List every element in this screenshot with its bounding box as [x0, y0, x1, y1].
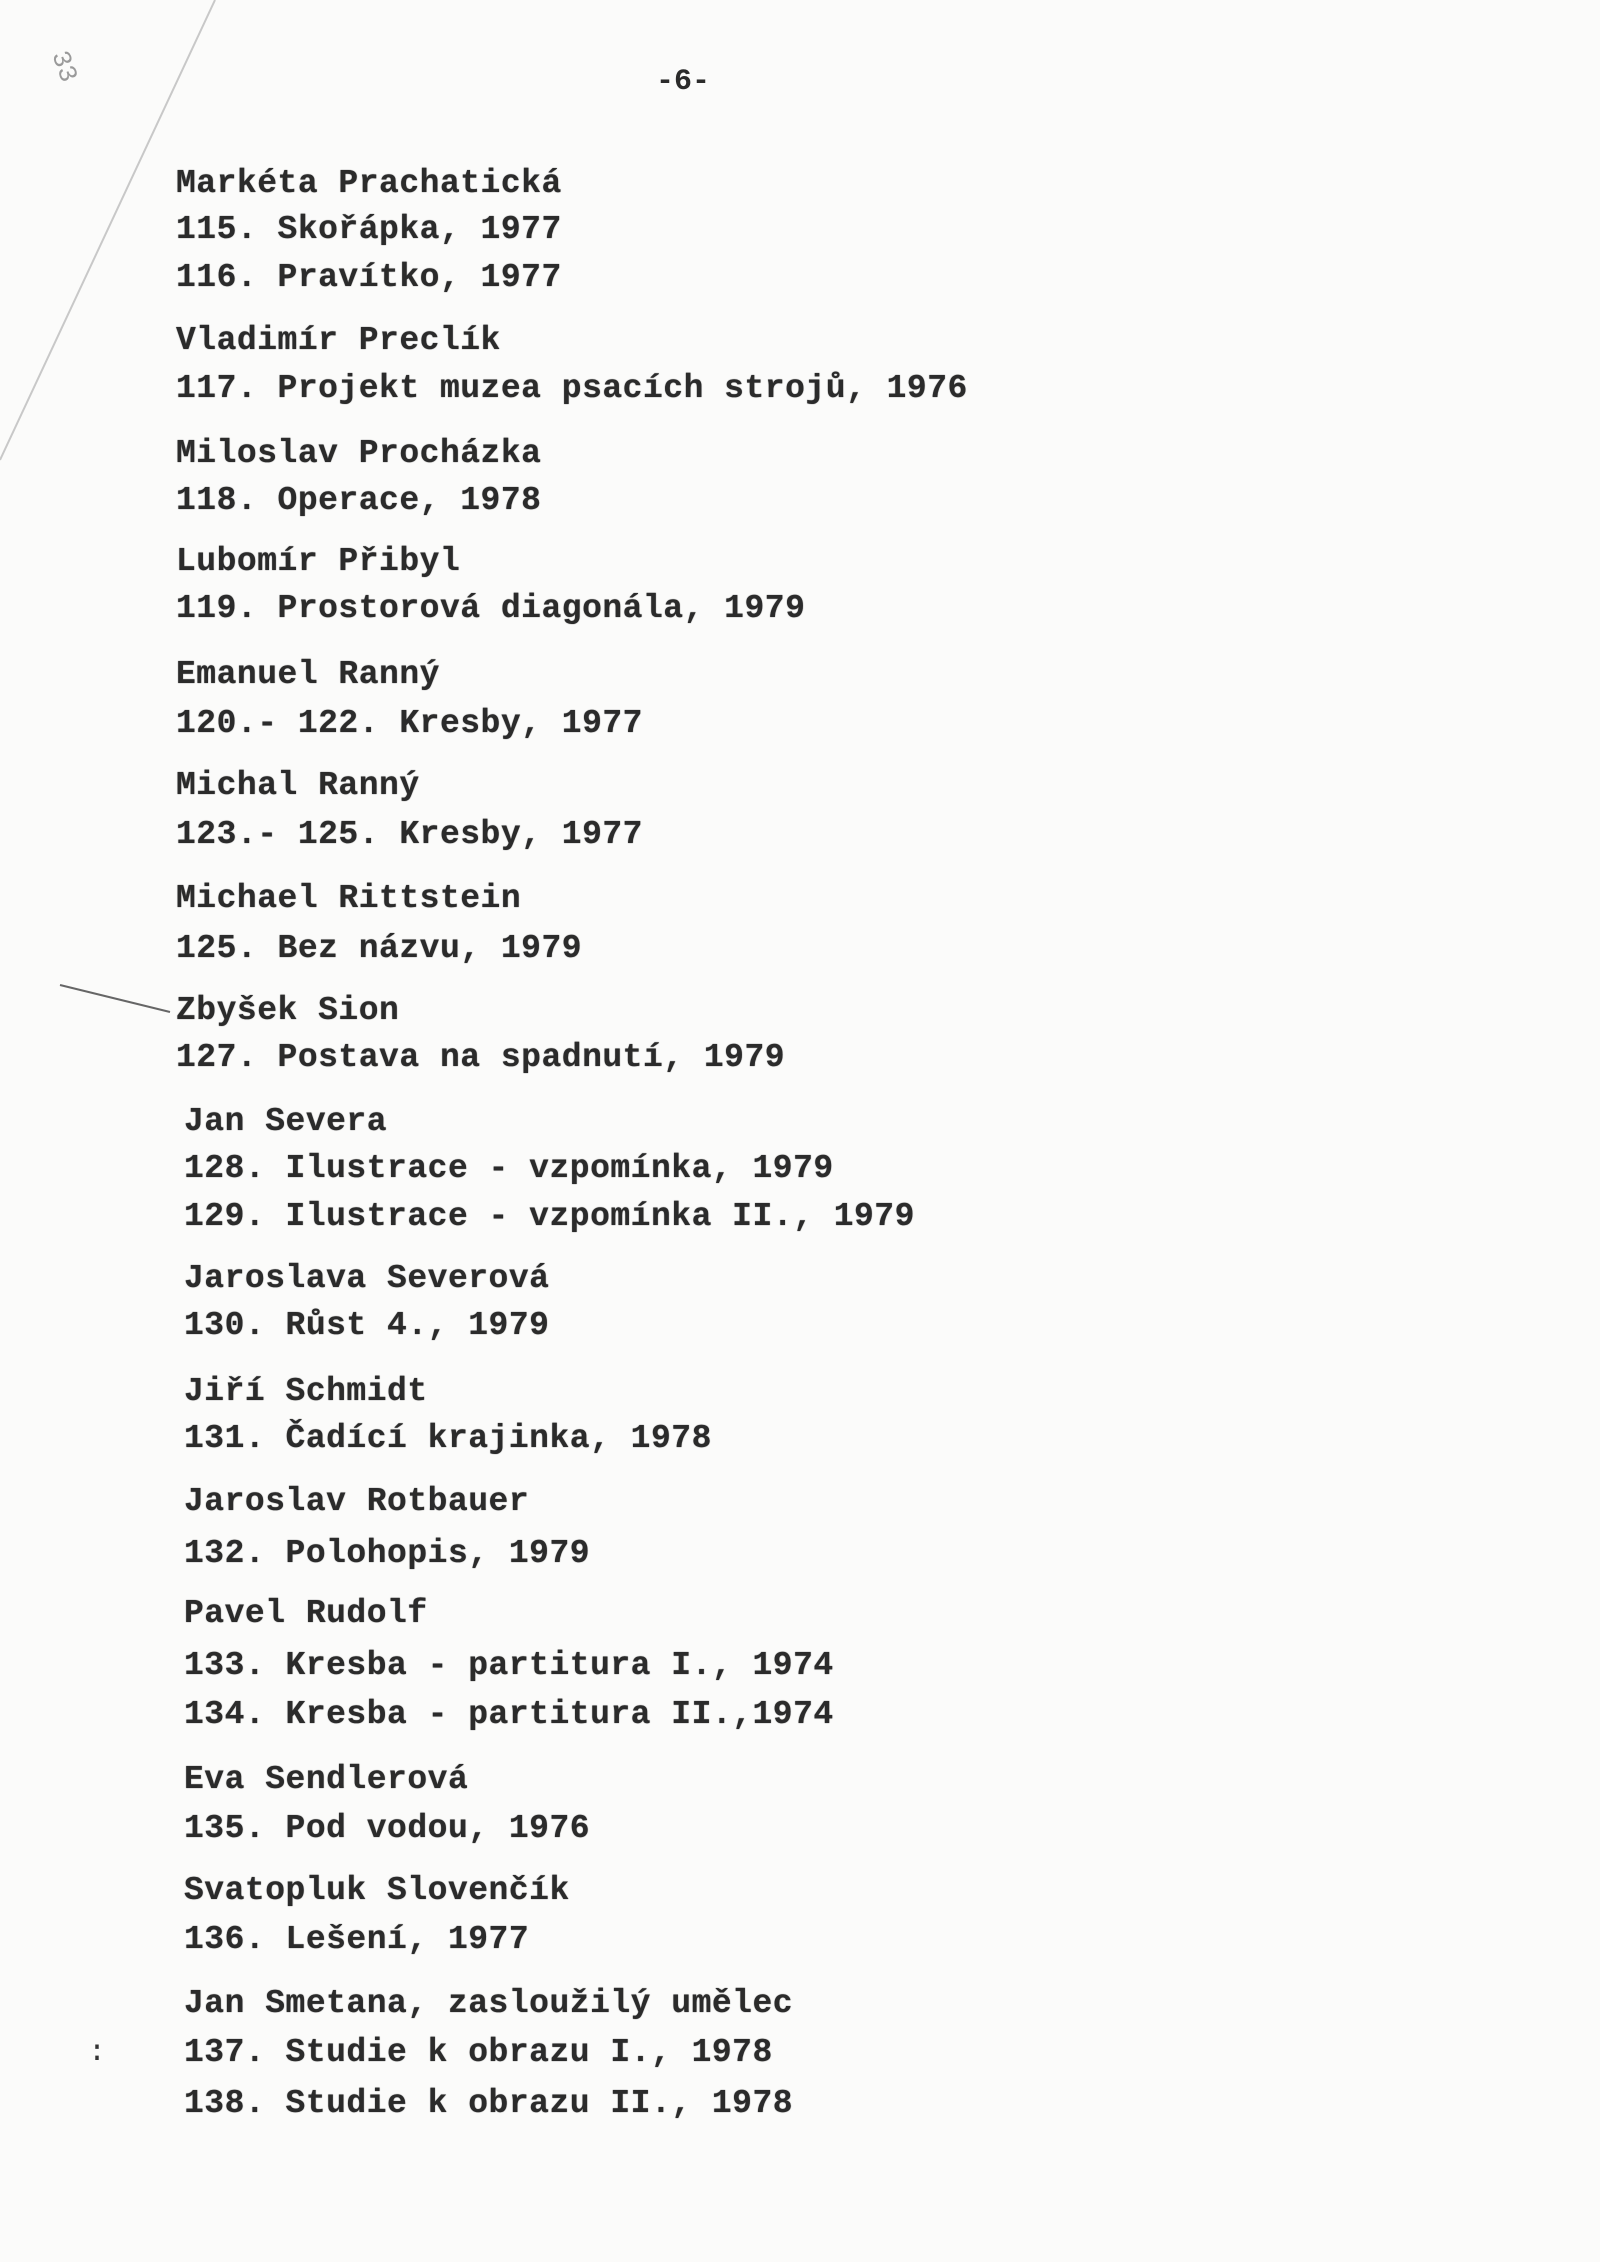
artwork-entry: 117. Projekt muzea psacích strojů, 1976 — [176, 370, 968, 407]
margin-colon-mark: : — [88, 2036, 106, 2070]
diagonal-fold-line — [0, 0, 216, 461]
artwork-entry: 120.- 122. Kresby, 1977 — [176, 705, 643, 742]
artist-name: Svatopluk Slovenčík — [184, 1872, 570, 1909]
artwork-entry: 137. Studie k obrazu I., 1978 — [184, 2034, 773, 2071]
artist-name: Jiří Schmidt — [184, 1373, 428, 1410]
artwork-entry: 119. Prostorová diagonála, 1979 — [176, 590, 806, 627]
artwork-entry: 136. Lešení, 1977 — [184, 1921, 530, 1958]
artwork-entry: 130. Růst 4., 1979 — [184, 1307, 550, 1344]
artwork-entry: 131. Čadící krajinka, 1978 — [184, 1420, 712, 1457]
margin-stamp: 33 — [44, 47, 83, 87]
artwork-entry: 116. Pravítko, 1977 — [176, 259, 562, 296]
artwork-entry: 115. Skořápka, 1977 — [176, 211, 562, 248]
artist-name: Eva Sendlerová — [184, 1761, 469, 1798]
artist-name: Jaroslav Rotbauer — [184, 1483, 530, 1520]
artist-name: Markéta Prachatická — [176, 165, 562, 202]
artist-name: Pavel Rudolf — [184, 1595, 428, 1632]
artwork-entry: 125. Bez názvu, 1979 — [176, 930, 583, 967]
artwork-entry: 127. Postava na spadnutí, 1979 — [176, 1039, 786, 1076]
artist-name: Michal Ranný — [176, 767, 420, 804]
artwork-entry: 123.- 125. Kresby, 1977 — [176, 816, 643, 853]
artist-name: Jan Severa — [184, 1103, 388, 1140]
artist-name: Lubomír Přibyl — [176, 543, 461, 580]
artwork-entry: 138. Studie k obrazu II., 1978 — [184, 2085, 794, 2122]
artist-name: Zbyšek Sion — [176, 992, 400, 1029]
artwork-entry: 135. Pod vodou, 1976 — [184, 1810, 591, 1847]
artwork-entry: 132. Polohopis, 1979 — [184, 1535, 591, 1572]
artwork-entry: 133. Kresba - partitura I., 1974 — [184, 1647, 834, 1684]
artist-name: Miloslav Procházka — [176, 435, 542, 472]
margin-arrow-mark — [59, 984, 171, 1013]
artist-name: Vladimír Preclík — [176, 322, 501, 359]
artist-name: Jaroslava Severová — [184, 1260, 550, 1297]
artwork-entry: 134. Kresba - partitura II.,1974 — [184, 1696, 834, 1733]
artwork-entry: 128. Ilustrace - vzpomínka, 1979 — [184, 1150, 834, 1187]
artist-name: Michael Rittstein — [176, 880, 522, 917]
artist-name: Jan Smetana, zasloužilý umělec — [184, 1985, 794, 2022]
page-number: -6- — [656, 65, 711, 99]
artwork-entry: 118. Operace, 1978 — [176, 482, 542, 519]
artist-name: Emanuel Ranný — [176, 656, 440, 693]
artwork-entry: 129. Ilustrace - vzpomínka II., 1979 — [184, 1198, 915, 1235]
